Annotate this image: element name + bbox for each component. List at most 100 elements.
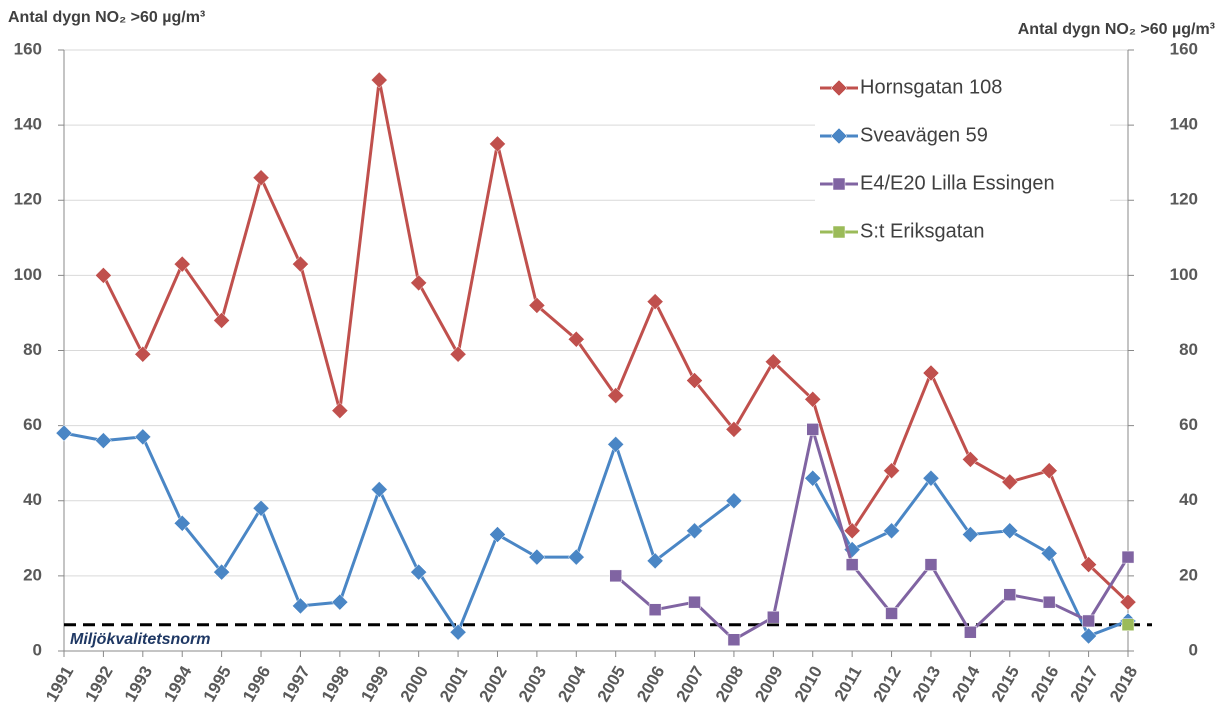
x-tick-label: 2003 <box>515 663 550 705</box>
y-tick-label: 120 <box>14 190 42 209</box>
marker <box>370 481 388 498</box>
marker <box>1119 593 1137 611</box>
marker <box>1121 618 1135 631</box>
marker <box>922 364 940 382</box>
marker <box>173 514 191 532</box>
marker <box>410 563 428 581</box>
x-tick-label: 2015 <box>988 663 1023 705</box>
marker <box>648 603 662 616</box>
marker <box>528 548 546 566</box>
series-line <box>614 427 1130 642</box>
marker <box>1040 544 1058 562</box>
marker <box>95 432 112 450</box>
x-tick-label: 2002 <box>475 663 510 705</box>
marker <box>962 526 979 543</box>
marker <box>449 623 467 641</box>
y2-tick-label: 40 <box>1179 490 1198 509</box>
x-tick-label: 1996 <box>239 663 274 705</box>
x-tick-label: 2001 <box>436 663 471 705</box>
x-tick-label: 2004 <box>554 662 590 705</box>
y2-tick-label: 160 <box>1170 39 1198 58</box>
x-tick-label: 2009 <box>751 663 786 705</box>
x-tick-label: 1995 <box>200 663 235 705</box>
legend-label: S:t Eriksgatan <box>860 220 985 242</box>
marker <box>213 312 230 329</box>
y-tick-label: 160 <box>14 39 42 58</box>
y-tick-label: 100 <box>14 265 42 284</box>
y2-tick-label: 0 <box>1189 640 1198 659</box>
marker <box>725 492 743 510</box>
x-tick-label: 2000 <box>397 663 432 705</box>
marker <box>410 274 428 292</box>
marker <box>489 526 506 543</box>
marker <box>1001 473 1019 491</box>
y2-tick-label: 140 <box>1170 115 1198 134</box>
marker <box>830 79 848 97</box>
marker <box>804 390 822 408</box>
marker <box>688 595 701 609</box>
legend: Hornsgatan 108 Sveavägen 59 E4/E20 Lilla E… <box>815 62 1110 257</box>
y-tick-label: 60 <box>23 415 42 434</box>
y2-tick-label: 120 <box>1170 190 1198 209</box>
marker <box>845 558 859 571</box>
marker <box>252 169 270 187</box>
marker <box>607 436 625 453</box>
marker <box>646 552 664 570</box>
marker <box>727 633 741 646</box>
marker <box>95 267 112 284</box>
marker <box>962 451 979 468</box>
y-tick-label: 140 <box>14 115 42 134</box>
marker <box>832 225 846 239</box>
y2-tick-label: 80 <box>1179 340 1198 359</box>
marker <box>767 610 780 624</box>
y-tick-label: 40 <box>23 490 42 509</box>
x-tick-label: 2008 <box>712 663 747 705</box>
marker <box>764 353 782 371</box>
legend-box <box>815 62 1110 257</box>
x-tick-label: 1992 <box>81 663 116 705</box>
marker <box>292 255 309 273</box>
marker <box>843 522 861 540</box>
marker <box>252 499 270 517</box>
marker <box>1001 522 1019 540</box>
marker <box>885 607 898 620</box>
x-tick-label: 2011 <box>831 663 866 704</box>
x-tick-label: 2006 <box>633 663 668 705</box>
marker <box>804 469 822 487</box>
y-tick-label: 20 <box>23 565 42 584</box>
marker <box>567 548 585 566</box>
marker <box>964 625 977 639</box>
x-tick-label: 2016 <box>1027 663 1062 705</box>
x-tick-label: 1998 <box>318 663 353 705</box>
marker <box>370 71 388 89</box>
x-tick-label: 1994 <box>160 662 196 705</box>
marker <box>213 563 230 581</box>
marker <box>292 597 309 615</box>
marker <box>806 423 819 436</box>
y-tick-label: 0 <box>33 640 42 659</box>
marker <box>1121 550 1135 564</box>
x-tick-label: 1991 <box>42 663 77 705</box>
marker <box>134 428 152 446</box>
legend-label: Hornsgatan 108 <box>860 76 1002 98</box>
marker <box>607 387 625 404</box>
marker <box>646 293 664 311</box>
legend-label: E4/E20 Lilla Essingen <box>860 172 1055 194</box>
x-tick-label: 2005 <box>594 663 629 705</box>
marker <box>883 522 900 540</box>
marker <box>331 402 349 419</box>
marker <box>922 469 940 487</box>
x-tick-label: 1999 <box>357 663 392 705</box>
legend-label: Sveavägen 59 <box>860 124 988 146</box>
marker <box>609 569 622 583</box>
x-tick-label: 2007 <box>672 663 707 705</box>
x-tick-label: 2010 <box>791 663 826 705</box>
marker <box>331 593 349 611</box>
marker <box>134 345 152 363</box>
x-tick-label: 2012 <box>870 663 905 705</box>
marker <box>686 522 703 540</box>
marker <box>528 297 546 314</box>
marker <box>55 424 73 442</box>
marker <box>1080 556 1097 573</box>
